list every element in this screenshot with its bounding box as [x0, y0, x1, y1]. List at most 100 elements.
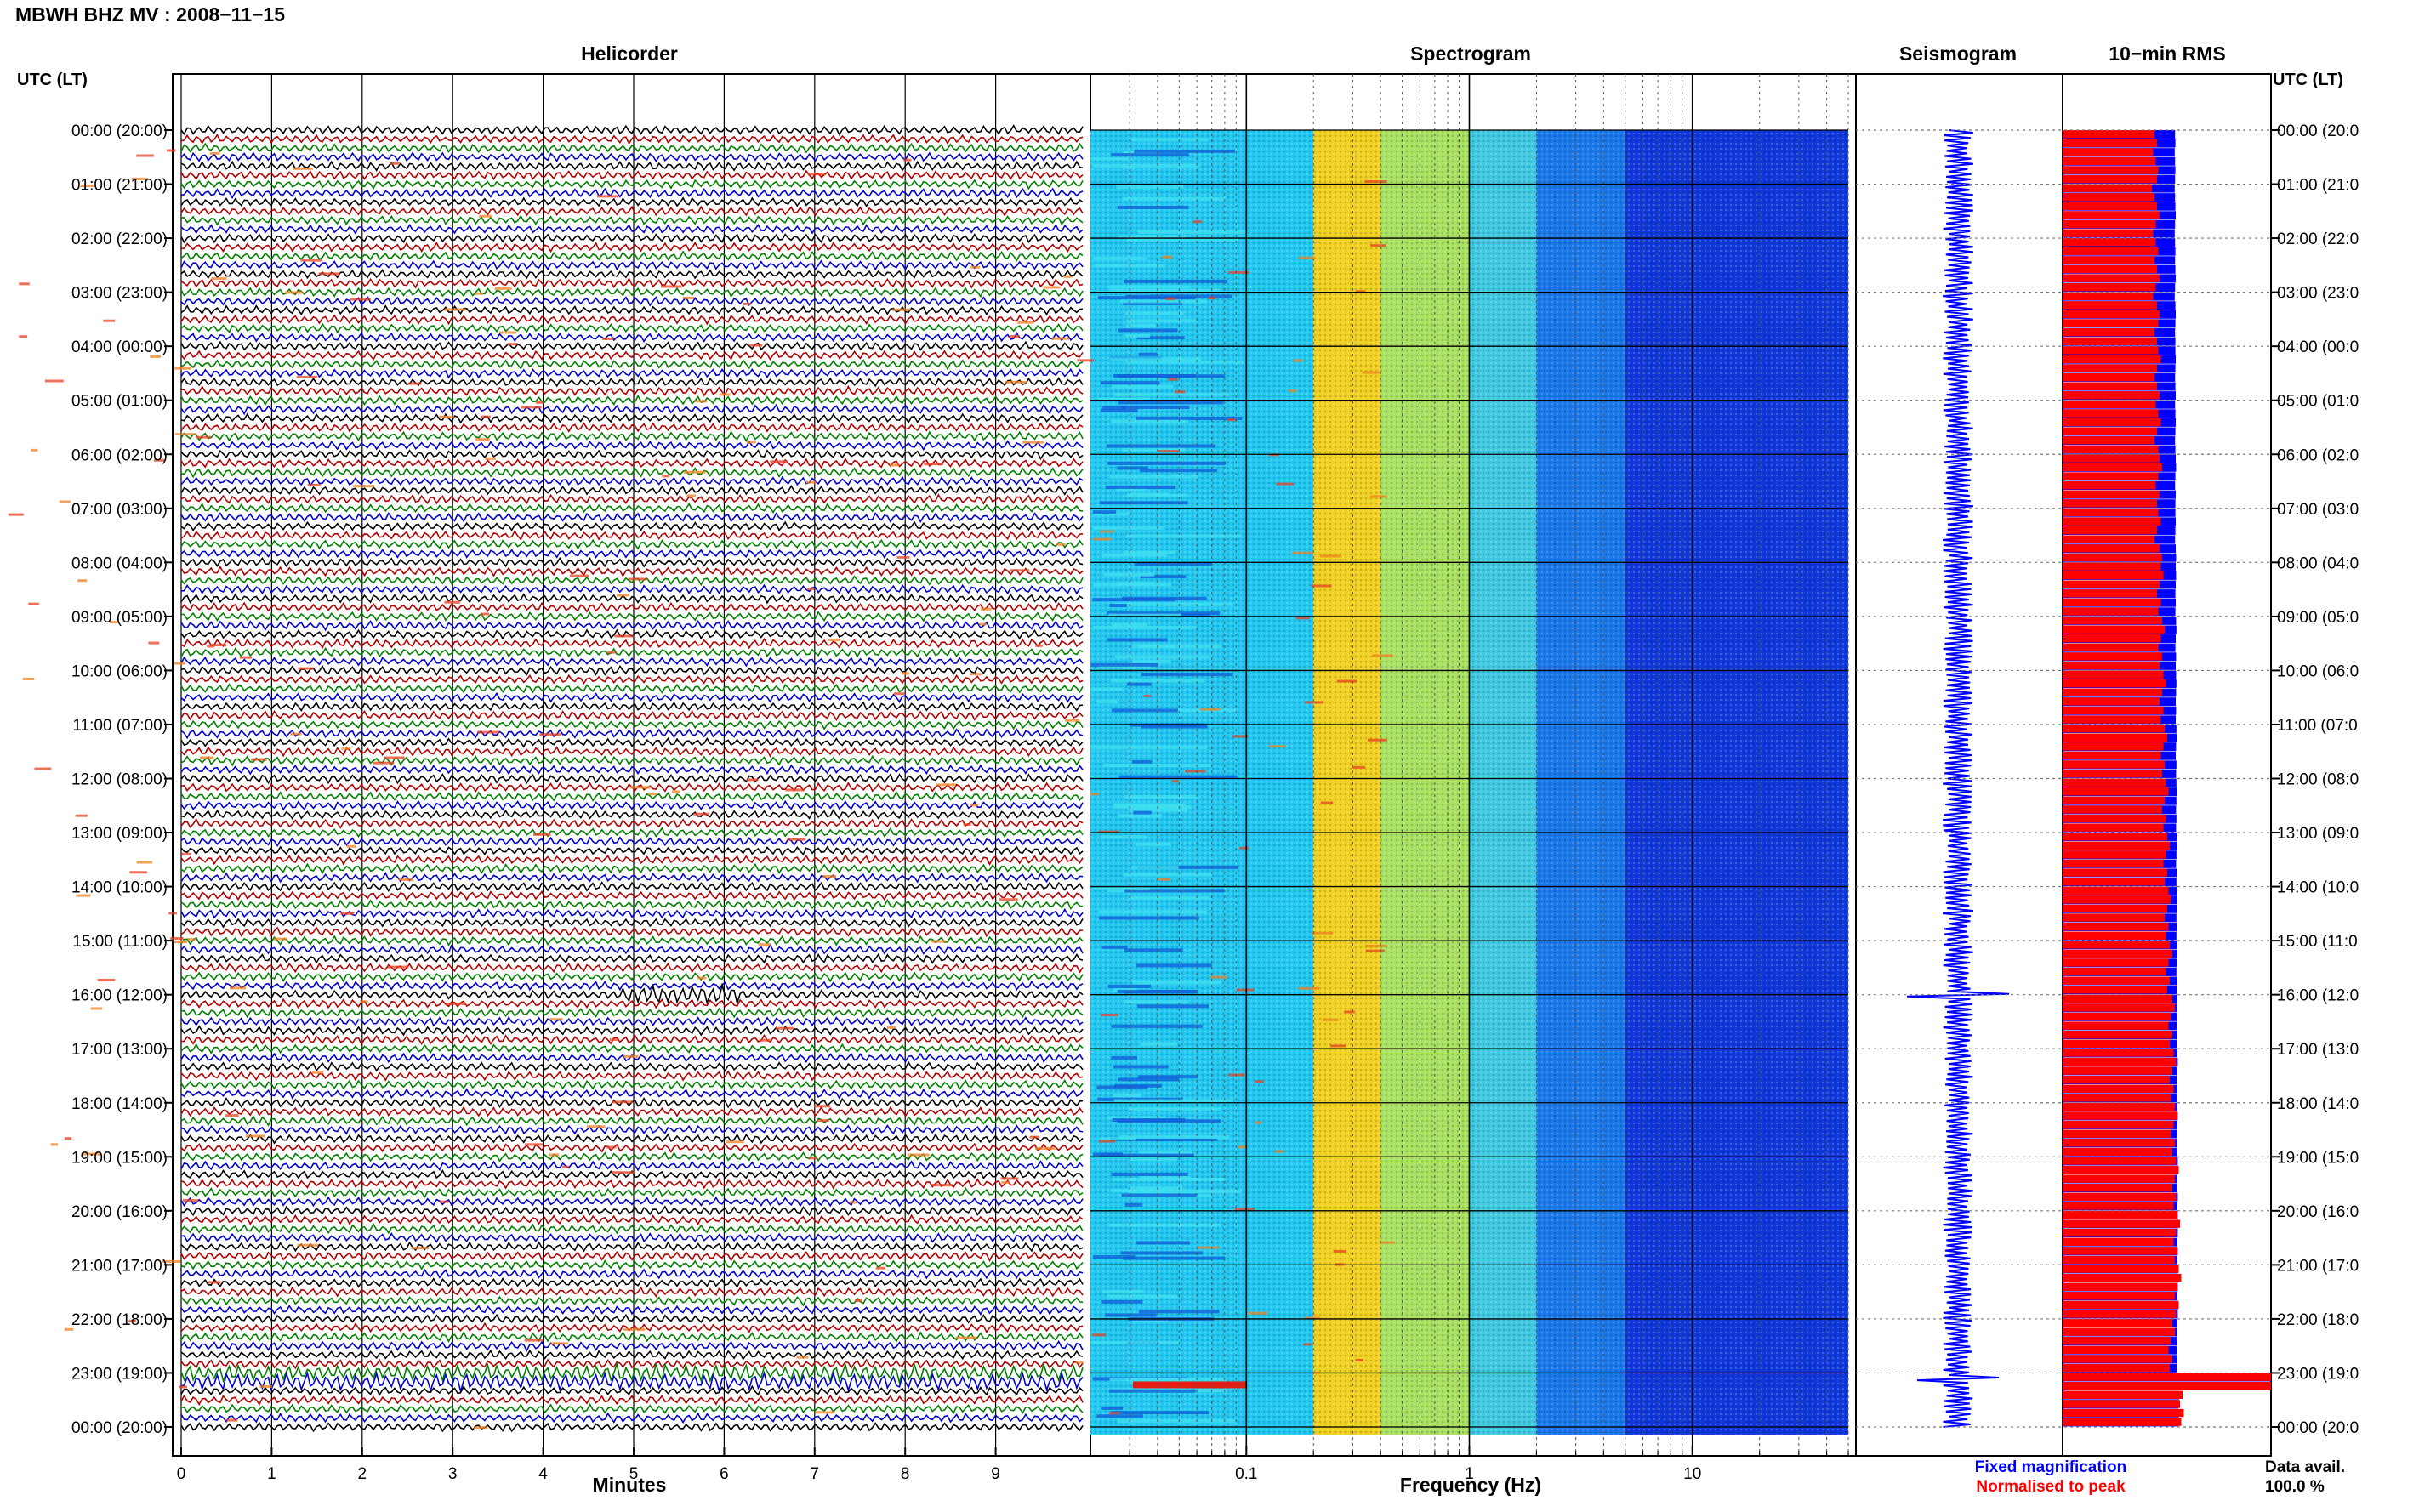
data-avail-label: Data avail.	[2265, 1458, 2345, 1476]
spectrogram-streak	[524, 1339, 543, 1342]
rms-normalised-bar	[2063, 823, 2164, 832]
rms-normalised-bar	[2063, 598, 2161, 607]
rms-normalised-bar	[2063, 733, 2167, 742]
spectrogram-stripe	[1111, 419, 1189, 423]
spectrogram-streak	[75, 814, 88, 817]
helicorder-trace	[180, 1361, 1084, 1385]
spectrogram-stripe	[1111, 153, 1189, 157]
spectrogram-streak	[290, 732, 302, 736]
minutes-axis-label: Minutes	[593, 1474, 667, 1496]
helicorder-trace	[180, 277, 1084, 289]
rms-normalised-bar	[2063, 1129, 2171, 1138]
spectrogram-stripe	[1137, 865, 1239, 869]
spectrogram-streak	[693, 812, 710, 816]
spectrogram-streak	[208, 1281, 221, 1284]
rms-normalised-bar	[2063, 193, 2154, 202]
spectrogram-streak	[787, 838, 806, 841]
spectrogram-streak	[167, 149, 176, 152]
time-label-left: 09:00 (05:00)	[71, 609, 168, 627]
helicorder-trace	[180, 1133, 1084, 1145]
helicorder-trace	[180, 998, 1084, 1009]
helicorder-trace	[180, 907, 1084, 919]
rms-normalised-bar	[2063, 211, 2160, 219]
rms-normalised-bar	[2063, 679, 2166, 688]
spectrogram-stripe	[1122, 448, 1186, 452]
helicorder-trace	[180, 511, 1084, 524]
spectrogram-streak	[1355, 290, 1366, 293]
spectrogram-stripe	[1108, 1389, 1196, 1393]
spectrogram-stripe	[1138, 1310, 1220, 1314]
spectrogram-streak	[181, 852, 191, 855]
spectrogram-streak	[475, 292, 483, 295]
time-label-right: 07:00 (03:0	[2277, 501, 2359, 519]
spectrogram-streak	[1022, 441, 1044, 444]
spectrogram-streak	[1292, 551, 1313, 554]
rms-normalised-bar	[2063, 1327, 2175, 1336]
spectrogram-stripe	[1111, 1172, 1188, 1176]
rms-normalised-bar	[2063, 967, 2166, 976]
time-label-left: 04:00 (00:00)	[71, 338, 168, 356]
rms-normalised-bar	[2063, 454, 2160, 463]
helicorder-trace	[180, 727, 1084, 740]
rms-normalised-bar	[2063, 1192, 2177, 1202]
spectrogram-stripe	[1124, 795, 1199, 799]
rms-normalised-bar	[2063, 877, 2165, 886]
spectrogram-stripe	[1107, 611, 1221, 616]
spectrogram-streak	[661, 285, 682, 288]
spectrogram-streak	[174, 367, 192, 370]
helicorder-trace	[180, 611, 1084, 622]
time-label-left: 11:00 (07:00)	[72, 717, 168, 735]
rms-normalised-bar	[2063, 337, 2157, 345]
helicorder-trace	[180, 583, 1084, 595]
helicorder-trace	[180, 1160, 1084, 1172]
spectrogram-stripe	[1136, 417, 1243, 421]
rms-normalised-bar	[2063, 742, 2164, 751]
spectrogram-stripe	[1131, 865, 1179, 869]
spectrogram-streak	[532, 833, 551, 836]
time-label-left: 22:00 (18:00)	[71, 1311, 168, 1329]
helicorder-trace	[180, 575, 1084, 587]
data-avail-value: 100.0 %	[2265, 1478, 2325, 1496]
helicorder-trace	[180, 1277, 1084, 1289]
spectrogram-stripe	[1091, 1340, 1181, 1344]
freq-tick-label: 10	[1683, 1465, 1701, 1483]
spectrogram-streak	[1091, 1333, 1107, 1337]
spectrogram-stripe	[1123, 873, 1212, 877]
time-label-left: 00:00 (20:00)	[71, 1419, 168, 1437]
rms-normalised-bar	[2063, 229, 2154, 237]
spectrogram-stripe	[1101, 1289, 1144, 1293]
spectrogram-streak	[907, 1153, 930, 1157]
spectrogram-streak	[1365, 944, 1387, 947]
spectrogram-stripe	[1134, 562, 1212, 566]
spectrogram-stripe	[1092, 163, 1200, 168]
helicorder-trace	[180, 314, 1084, 326]
spectrogram-stripe	[1093, 256, 1147, 260]
spectrogram-streak	[759, 1038, 771, 1042]
spectrogram-streak	[597, 195, 619, 198]
spectrogram-streak	[1175, 390, 1186, 394]
rms-normalised-bar	[2063, 1202, 2174, 1210]
helicorder-trace	[180, 1070, 1084, 1082]
rms-normalised-bar	[2063, 463, 2162, 472]
helicorder-trace	[180, 1222, 1084, 1235]
spectrogram-streak	[892, 308, 911, 311]
spectrogram-stripe	[1110, 679, 1205, 683]
spectrogram-streak	[407, 382, 422, 385]
spectrogram-streak	[1051, 337, 1070, 340]
spectrogram-streak	[623, 1327, 646, 1331]
spectrogram-event	[1133, 1381, 1247, 1389]
spectrogram-streak	[1208, 297, 1216, 300]
spectrogram-streak	[1158, 450, 1179, 453]
time-label-left: 23:00 (19:00)	[71, 1365, 168, 1383]
helicorder-trace	[180, 466, 1084, 479]
spectrogram-streak	[274, 937, 287, 941]
helicorder-trace	[180, 403, 1084, 416]
helicorder-trace	[180, 674, 1084, 685]
helicorder-trace	[180, 1384, 1084, 1396]
helicorder-trace	[180, 134, 1084, 145]
spectrogram-streak	[225, 1114, 239, 1117]
time-label-right: 13:00 (09:0	[2277, 825, 2359, 843]
spectrogram-streak	[479, 214, 492, 218]
helicorder-trace	[180, 709, 1084, 722]
spectrogram-streak	[1364, 180, 1387, 184]
